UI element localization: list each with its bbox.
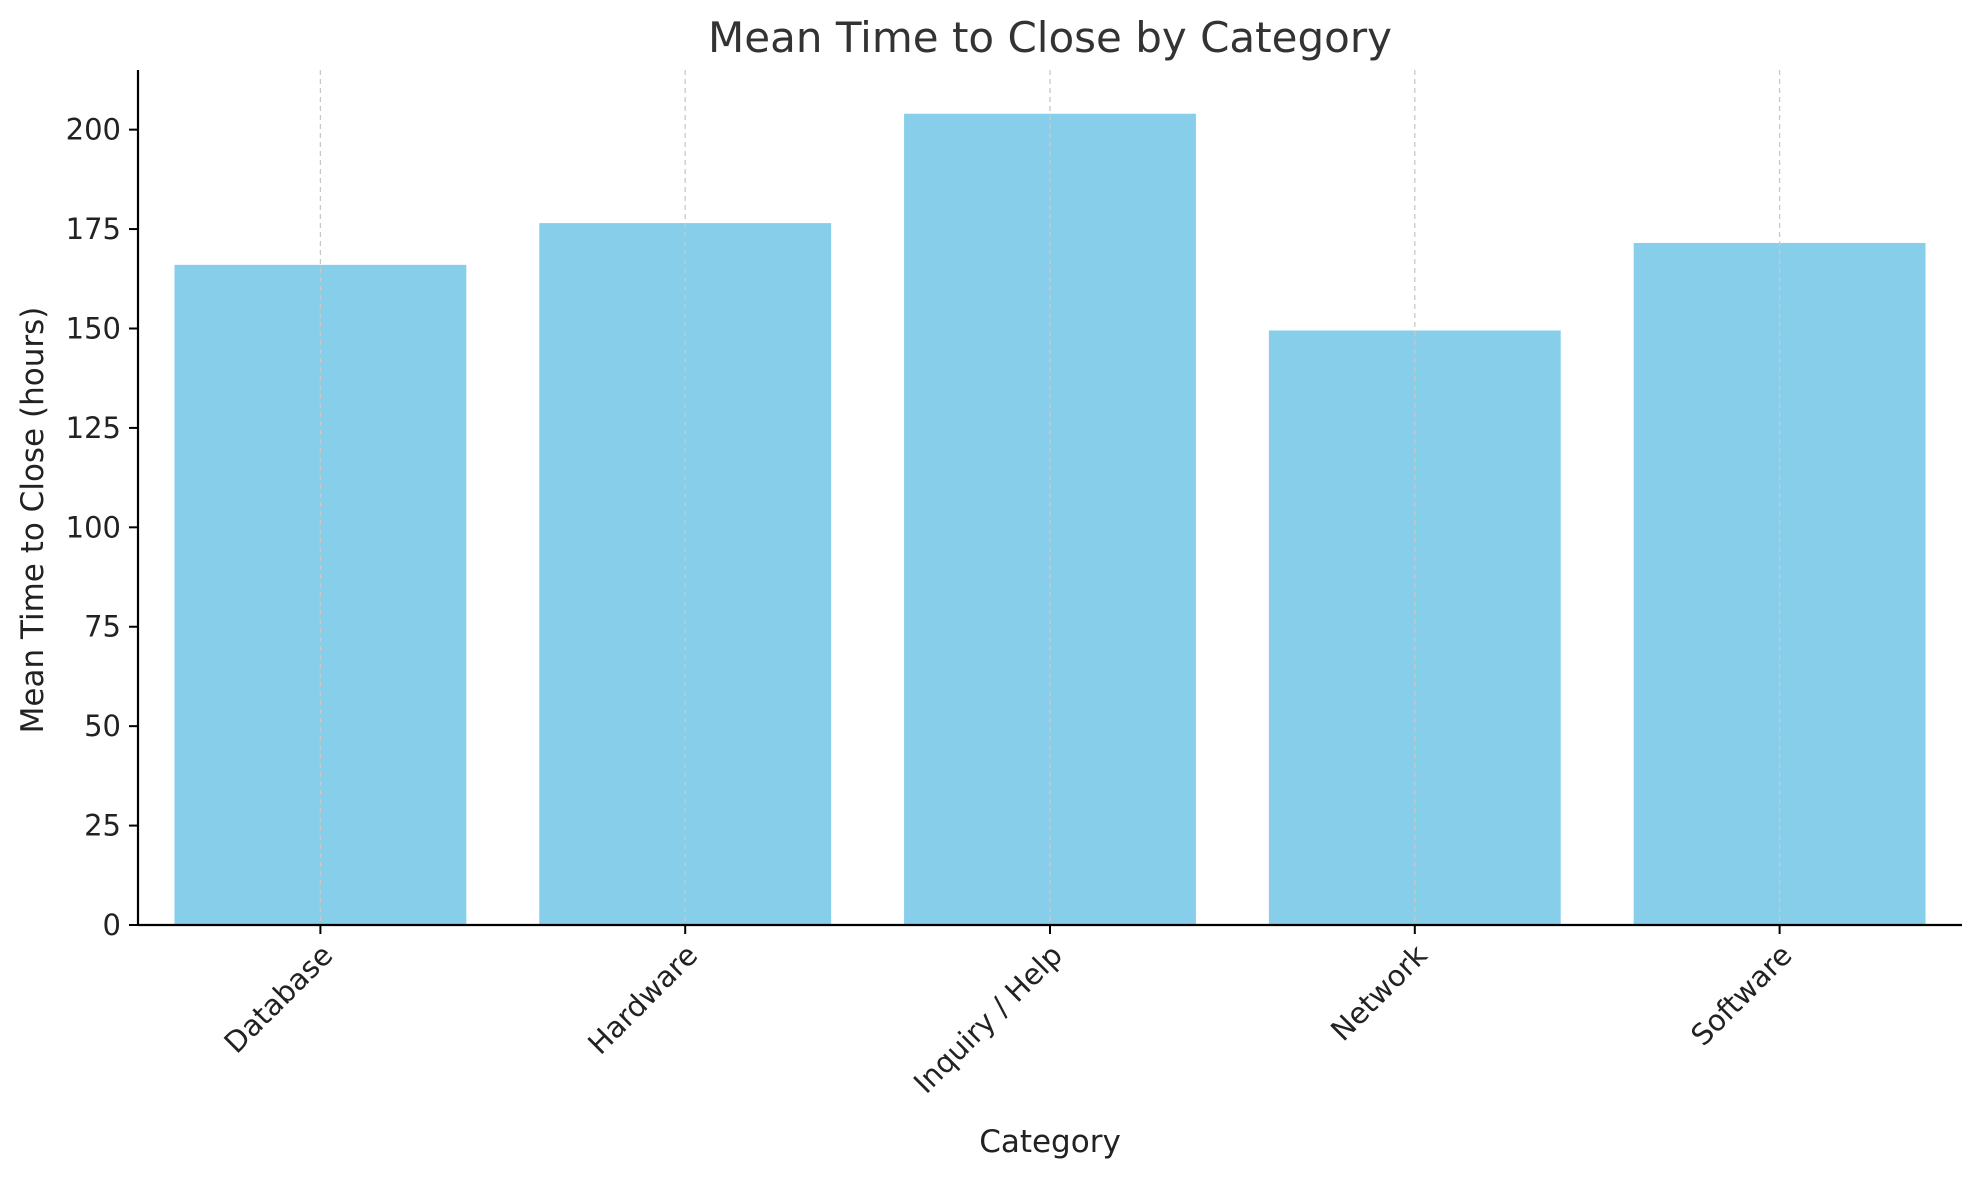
x-tick-label: Software — [1684, 938, 1798, 1052]
y-ticks: 0 25 50 75 100 125 150 175 200 — [66, 113, 138, 942]
x-tick-label: Network — [1324, 938, 1434, 1048]
x-axis-label: Category — [979, 1124, 1121, 1160]
y-tick-label: 0 — [103, 908, 121, 942]
y-axis-label: Mean Time to Close (hours) — [15, 307, 51, 734]
x-ticks: Database Hardware Inquiry / Help Network Sof… — [217, 925, 1799, 1100]
x-tick-label: Hardware — [581, 938, 704, 1061]
y-tick-label: 150 — [66, 311, 121, 345]
bar-inquiry-help — [904, 113, 1196, 925]
x-tick-label: Database — [217, 938, 339, 1060]
y-tick-label: 25 — [84, 809, 121, 843]
bar-network — [1268, 330, 1561, 925]
y-tick-label: 125 — [66, 411, 121, 445]
y-tick-label: 175 — [66, 212, 121, 246]
y-tick-label: 50 — [84, 709, 121, 743]
chart-title: Mean Time to Close by Category — [708, 13, 1392, 62]
x-tick-label: Inquiry / Help — [907, 938, 1069, 1100]
y-tick-label: 75 — [84, 610, 121, 644]
grid-lines — [319, 70, 1781, 925]
y-tick-label: 100 — [66, 510, 121, 544]
y-tick-label: 200 — [66, 113, 121, 147]
